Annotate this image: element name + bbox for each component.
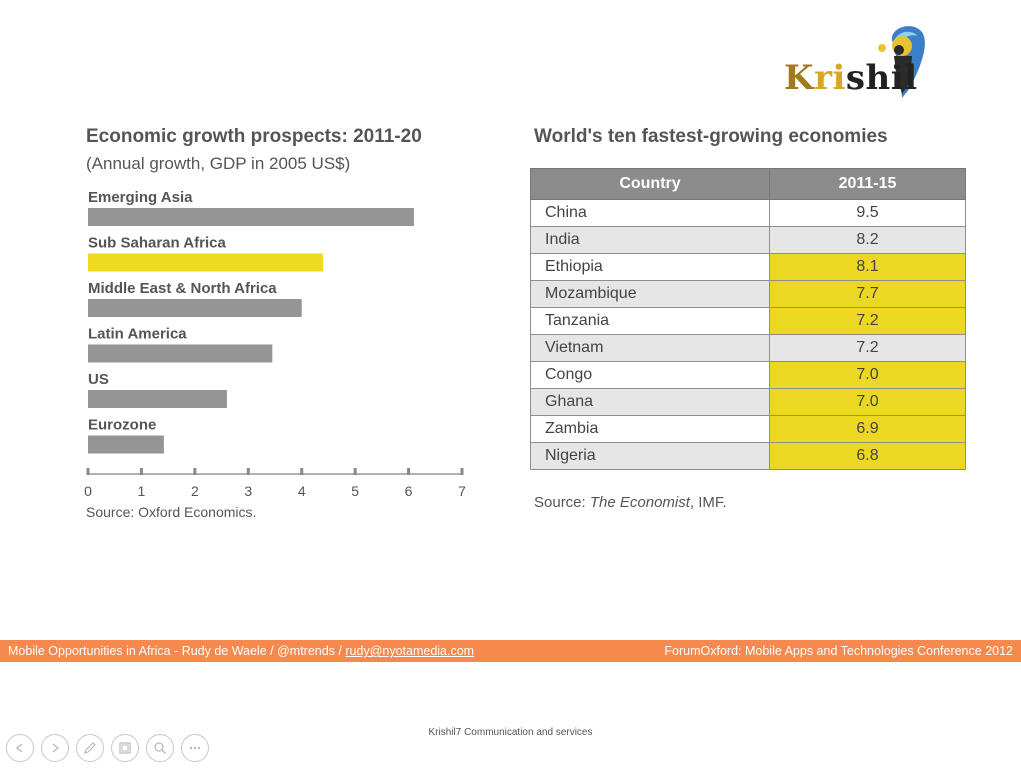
category-label: Emerging Asia — [88, 189, 193, 206]
category-label: Eurozone — [88, 417, 156, 434]
chart-source: Source: Oxford Economics. — [86, 504, 257, 520]
pen-icon — [84, 742, 96, 754]
table-row: Vietnam 7.2 — [530, 334, 966, 362]
x-tick-label: 6 — [405, 483, 413, 499]
growth-value-cell: 9.5 — [769, 199, 966, 227]
fastest-economies-table: Country 2011-15 China 9.5 India 8.2 Ethiopia… — [530, 168, 966, 470]
growth-value-cell: 7.2 — [769, 307, 966, 335]
next-button[interactable] — [41, 734, 69, 762]
table-row: Tanzania 7.2 — [530, 307, 966, 335]
country-cell: Vietnam — [530, 334, 770, 362]
slideshow-controls — [6, 734, 209, 762]
column-header-country: Country — [530, 168, 770, 200]
table-row: China 9.5 — [530, 199, 966, 227]
bar — [88, 435, 164, 454]
more-icon — [189, 746, 201, 750]
category-label: Middle East & North Africa — [88, 280, 277, 297]
table-row: Zambia 6.9 — [530, 415, 966, 443]
table-row: Ethiopia 8.1 — [530, 253, 966, 281]
krishil-logo: Krishil — [780, 20, 930, 100]
x-tick-label: 1 — [138, 483, 146, 499]
category-label: Latin America — [88, 326, 187, 343]
bar — [88, 344, 273, 363]
growth-bar-chart: Emerging Asia Sub Saharan Africa Middle Ea… — [84, 189, 466, 499]
growth-value-cell: 7.7 — [769, 280, 966, 308]
footer-right-text: ForumOxford: Mobile Apps and Technologie… — [664, 644, 1013, 658]
x-tick-label: 3 — [244, 483, 252, 499]
table-row: Nigeria 6.8 — [530, 442, 966, 470]
table-row: India 8.2 — [530, 226, 966, 254]
category-label: Sub Saharan Africa — [88, 235, 226, 252]
column-header-period: 2011-15 — [769, 168, 966, 200]
more-button[interactable] — [181, 734, 209, 762]
growth-value-cell: 7.0 — [769, 388, 966, 416]
country-cell: Ghana — [530, 388, 770, 416]
country-cell: Ethiopia — [530, 253, 770, 281]
growth-value-cell: 6.8 — [769, 442, 966, 470]
country-cell: Tanzania — [530, 307, 770, 335]
zoom-button[interactable] — [146, 734, 174, 762]
table-row: Mozambique 7.7 — [530, 280, 966, 308]
chart-title: Economic growth prospects: 2011-20 — [86, 126, 422, 147]
country-cell: Mozambique — [530, 280, 770, 308]
country-cell: Zambia — [530, 415, 770, 443]
table-row: Congo 7.0 — [530, 361, 966, 389]
x-tick-label: 4 — [298, 483, 306, 499]
footer-band: Mobile Opportunities in Africa - Rudy de… — [0, 640, 1021, 662]
bar — [88, 299, 302, 317]
footer-left-text: Mobile Opportunities in Africa - Rudy de… — [8, 644, 475, 658]
country-cell: China — [530, 199, 770, 227]
table-source: Source: The Economist, IMF. — [534, 494, 727, 511]
country-cell: India — [530, 226, 770, 254]
chart-subtitle: (Annual growth, GDP in 2005 US$) — [86, 154, 351, 173]
credit-text: Krishil7 Communication and services — [428, 727, 593, 738]
x-tick-label: 7 — [458, 483, 466, 499]
table-header-row: Country 2011-15 — [530, 168, 966, 200]
logo-wordmark: Krishil — [784, 58, 918, 98]
country-cell: Nigeria — [530, 442, 770, 470]
growth-value-cell: 7.0 — [769, 361, 966, 389]
slides-icon — [119, 742, 131, 754]
x-tick-label: 0 — [84, 483, 92, 499]
table-row: Ghana 7.0 — [530, 388, 966, 416]
x-tick-label: 5 — [351, 483, 359, 499]
slides-button[interactable] — [111, 734, 139, 762]
growth-value-cell: 8.1 — [769, 253, 966, 281]
growth-value-cell: 8.2 — [769, 226, 966, 254]
bar — [88, 390, 227, 408]
pen-button[interactable] — [76, 734, 104, 762]
previous-icon — [15, 743, 23, 753]
bar — [88, 253, 324, 272]
growth-value-cell: 7.2 — [769, 334, 966, 362]
category-label: US — [88, 371, 109, 388]
next-icon — [52, 743, 60, 753]
email-link[interactable]: rudy@nyotamedia.com — [345, 644, 475, 658]
country-cell: Congo — [530, 361, 770, 389]
x-tick-label: 2 — [191, 483, 199, 499]
krishil-mascot-icon — [878, 26, 925, 98]
previous-button[interactable] — [6, 734, 34, 762]
zoom-icon — [154, 742, 167, 755]
bar — [88, 208, 414, 226]
growth-value-cell: 6.9 — [769, 415, 966, 443]
table-title: World's ten fastest-growing economies — [534, 126, 888, 147]
